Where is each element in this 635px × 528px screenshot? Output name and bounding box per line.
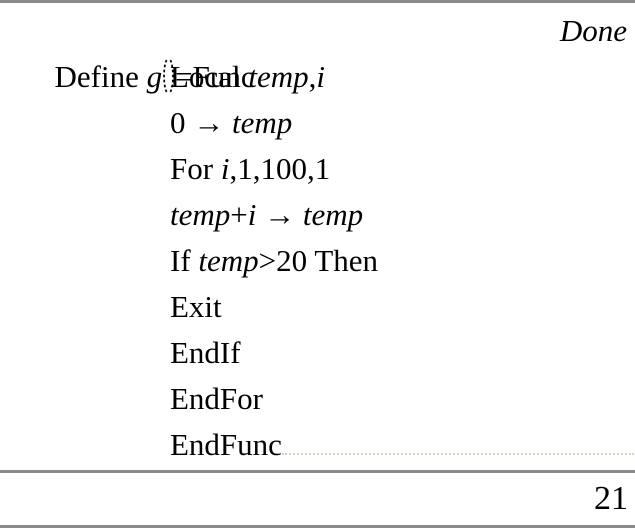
code-text: Local bbox=[170, 59, 249, 94]
code-text: EndFor bbox=[170, 381, 263, 416]
history-area: Define g =Func Done Local temp,i 0 → temp F… bbox=[0, 3, 635, 468]
code-line[interactable]: temp+i → temp bbox=[170, 192, 631, 238]
code-line[interactable]: 0 → temp bbox=[170, 100, 631, 146]
entry-result: 21 bbox=[594, 480, 628, 517]
code-text: i bbox=[220, 151, 230, 186]
code-text: + bbox=[230, 197, 248, 232]
code-text: g bbox=[146, 59, 163, 94]
code-text: i bbox=[247, 197, 257, 232]
code-text: → bbox=[256, 197, 303, 232]
code-text: temp bbox=[232, 105, 293, 140]
code-text: ,1,100,1 bbox=[229, 151, 331, 186]
code-text: 0 bbox=[170, 105, 194, 140]
code-text: , bbox=[308, 59, 317, 94]
code-line[interactable]: EndIf bbox=[170, 330, 631, 376]
code-line[interactable]: Local temp,i bbox=[170, 54, 631, 100]
code-text: → bbox=[193, 105, 232, 140]
function-body: Local temp,i 0 → temp For i,1,100,1 temp+i … bbox=[8, 54, 634, 468]
code-text: If bbox=[170, 243, 199, 278]
code-text: For bbox=[170, 151, 221, 186]
history-entry-divider bbox=[0, 470, 635, 473]
code-text: temp bbox=[170, 197, 231, 232]
code-text: Exit bbox=[170, 289, 222, 324]
code-text: temp bbox=[248, 59, 309, 94]
code-text: temp bbox=[302, 197, 364, 232]
code-line[interactable]: If temp>20 Then bbox=[170, 238, 631, 284]
entry-line[interactable]: g 21 bbox=[0, 473, 635, 524]
code-text: >20 Then bbox=[258, 243, 379, 278]
code-text: temp bbox=[198, 243, 259, 278]
define-line[interactable]: Define g =Func Done bbox=[8, 8, 631, 94]
define-line-result: Done bbox=[559, 13, 627, 48]
define-line-expression: Define g =Func bbox=[55, 59, 255, 94]
code-text: i bbox=[316, 59, 325, 94]
code-text: =Func bbox=[175, 59, 255, 94]
code-line[interactable]: Exit bbox=[170, 284, 631, 330]
code-line[interactable]: EndFunc bbox=[170, 422, 634, 468]
cursor-dotted-line bbox=[281, 452, 634, 455]
code-line[interactable]: For i,1,100,1 bbox=[170, 146, 631, 192]
code-line[interactable]: EndFor bbox=[170, 376, 631, 422]
empty-argument-parens-icon bbox=[162, 54, 175, 100]
code-text: EndIf bbox=[170, 335, 241, 370]
code-text: Define bbox=[54, 59, 147, 94]
empty-argument-parens-icon bbox=[57, 524, 71, 525]
code-text: EndFunc bbox=[170, 427, 282, 462]
